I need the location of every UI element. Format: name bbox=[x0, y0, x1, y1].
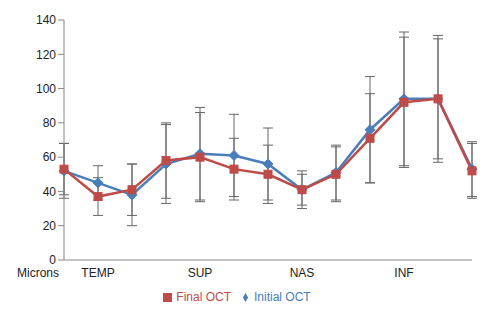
svg-text:0: 0 bbox=[49, 253, 56, 268]
svg-text:120: 120 bbox=[36, 48, 56, 62]
svg-text:40: 40 bbox=[43, 185, 57, 199]
svg-text:60: 60 bbox=[43, 150, 57, 164]
svg-text:NAS: NAS bbox=[290, 266, 315, 280]
svg-text:TEMP: TEMP bbox=[81, 266, 114, 280]
html-text:Initial OCT: Initial OCT bbox=[254, 290, 311, 304]
svg-text:100: 100 bbox=[36, 82, 56, 96]
html-text:Final OCT: Final OCT bbox=[176, 290, 231, 304]
svg-text:140: 140 bbox=[36, 13, 56, 27]
svg-text:SUP: SUP bbox=[188, 266, 213, 280]
svg-text:80: 80 bbox=[43, 116, 57, 130]
svg-text:INF: INF bbox=[394, 266, 413, 280]
svg-text:20: 20 bbox=[43, 219, 57, 233]
svg-text:Microns: Microns bbox=[17, 266, 59, 280]
